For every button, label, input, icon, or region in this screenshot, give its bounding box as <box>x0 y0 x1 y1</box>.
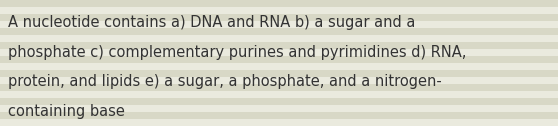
Bar <box>0 35 558 42</box>
Bar <box>0 28 558 35</box>
Bar <box>0 119 558 126</box>
Bar <box>0 98 558 105</box>
Bar <box>0 112 558 119</box>
Bar <box>0 105 558 112</box>
Bar <box>0 49 558 56</box>
Text: A nucleotide contains a) DNA and RNA b) a sugar and a: A nucleotide contains a) DNA and RNA b) … <box>8 15 416 30</box>
Bar <box>0 21 558 28</box>
Bar <box>0 77 558 84</box>
Text: protein, and lipids e) a sugar, a phosphate, and a nitrogen-: protein, and lipids e) a sugar, a phosph… <box>8 74 442 89</box>
Text: containing base: containing base <box>8 104 125 119</box>
Bar <box>0 63 558 70</box>
Bar <box>0 14 558 21</box>
Bar <box>0 7 558 14</box>
Bar <box>0 84 558 91</box>
Bar <box>0 91 558 98</box>
Bar <box>0 42 558 49</box>
Bar <box>0 0 558 7</box>
Text: phosphate c) complementary purines and pyrimidines d) RNA,: phosphate c) complementary purines and p… <box>8 45 466 60</box>
Bar <box>0 56 558 63</box>
Bar <box>0 70 558 77</box>
